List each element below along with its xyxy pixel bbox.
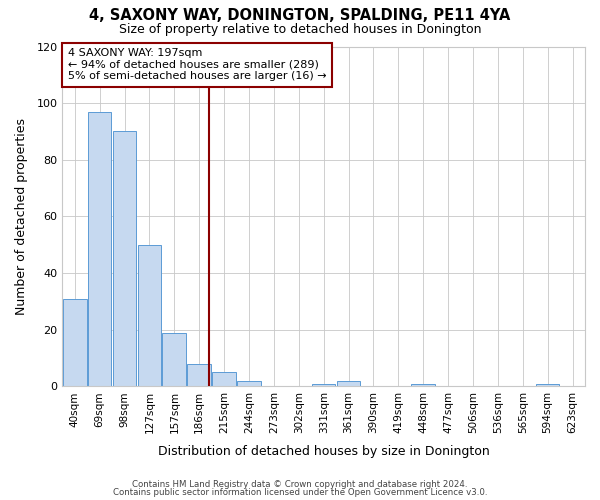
Text: 4 SAXONY WAY: 197sqm
← 94% of detached houses are smaller (289)
5% of semi-detac: 4 SAXONY WAY: 197sqm ← 94% of detached h…: [68, 48, 326, 82]
X-axis label: Distribution of detached houses by size in Donington: Distribution of detached houses by size …: [158, 444, 490, 458]
Bar: [137, 245, 161, 386]
Text: Size of property relative to detached houses in Donington: Size of property relative to detached ho…: [119, 22, 481, 36]
Bar: [536, 384, 559, 386]
Text: 4, SAXONY WAY, DONINGTON, SPALDING, PE11 4YA: 4, SAXONY WAY, DONINGTON, SPALDING, PE11…: [89, 8, 511, 22]
Bar: [113, 132, 136, 386]
Bar: [63, 298, 86, 386]
Y-axis label: Number of detached properties: Number of detached properties: [15, 118, 28, 315]
Bar: [212, 372, 236, 386]
Bar: [237, 380, 261, 386]
Bar: [412, 384, 435, 386]
Bar: [337, 380, 361, 386]
Bar: [312, 384, 335, 386]
Bar: [88, 112, 112, 386]
Text: Contains HM Land Registry data © Crown copyright and database right 2024.: Contains HM Land Registry data © Crown c…: [132, 480, 468, 489]
Bar: [187, 364, 211, 386]
Text: Contains public sector information licensed under the Open Government Licence v3: Contains public sector information licen…: [113, 488, 487, 497]
Bar: [163, 332, 186, 386]
